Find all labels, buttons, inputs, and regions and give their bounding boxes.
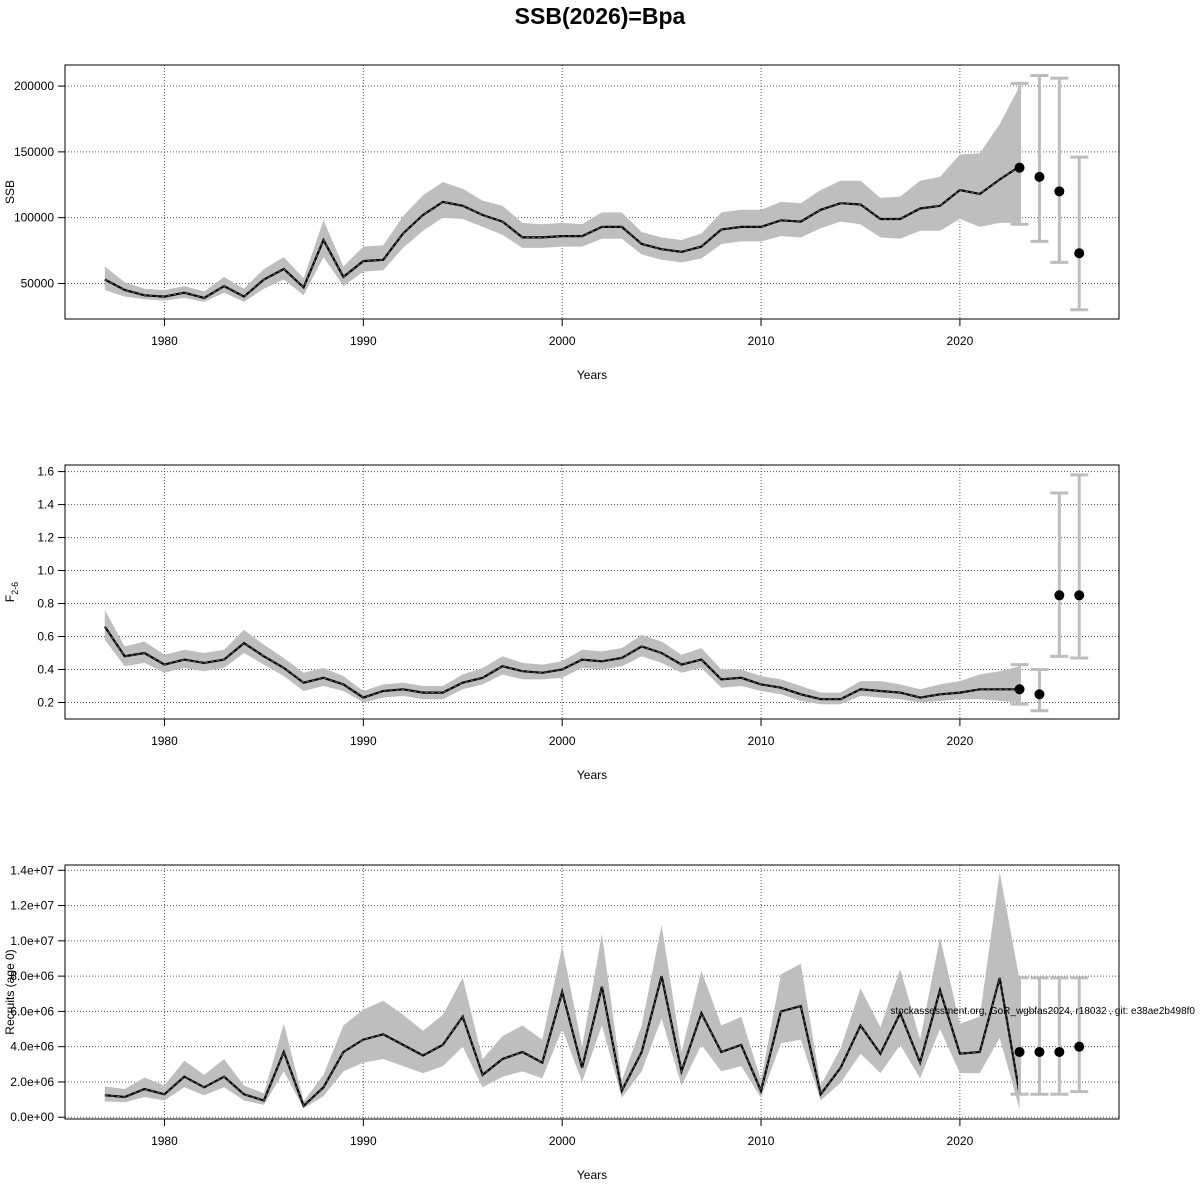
watermark: stockassessment.org, GoR_wgbfas2024, r18… — [890, 1006, 1195, 1017]
confidence-band — [104, 86, 1020, 302]
x-axis-label: Years — [577, 368, 607, 382]
x-tick-label: 2010 — [748, 734, 775, 748]
figure-title: SSB(2026)=Bpa — [515, 3, 686, 29]
y-axis-label-subscript: 2-6 — [10, 582, 20, 595]
y-axis-label: Recruits (age 0) — [3, 949, 17, 1034]
x-axis-label: Years — [577, 1168, 607, 1182]
y-tick-label: 0.0e+00 — [10, 1110, 54, 1124]
x-axis-label: Years — [577, 768, 607, 782]
y-tick-label: 0.6 — [37, 630, 54, 644]
projection-point — [1014, 684, 1025, 695]
projection-point — [1034, 171, 1045, 182]
y-tick-label: 0.8 — [37, 597, 54, 611]
projection-point — [1054, 186, 1065, 197]
y-tick-label: 4.0e+06 — [10, 1040, 54, 1054]
estimate-line-dash — [104, 626, 1020, 700]
y-tick-label: 0.2 — [37, 696, 54, 710]
projection-point — [1054, 590, 1065, 601]
y-tick-label: 1.2 — [37, 531, 54, 545]
panel-1: 1980 1990 2000 2010 2020 50000 100000 150000 200… — [3, 64, 1120, 382]
y-tick-label: 2.0e+06 — [10, 1075, 54, 1089]
projection-point — [1034, 689, 1045, 700]
y-tick-label: 150000 — [14, 145, 54, 159]
x-tick-label: 2020 — [947, 334, 974, 348]
plot-frame — [64, 64, 1120, 320]
x-tick-label: 1980 — [151, 1134, 178, 1148]
x-tick-label: 2020 — [947, 1134, 974, 1148]
x-tick-label: 2020 — [947, 734, 974, 748]
projection-point — [1054, 1046, 1065, 1057]
x-tick-label: 2000 — [549, 1134, 576, 1148]
y-tick-label: 1.2e+07 — [10, 899, 54, 913]
y-tick-label: 1.6 — [37, 465, 54, 479]
projection-point — [1074, 1041, 1085, 1052]
y-tick-label: 1.0 — [37, 564, 54, 578]
y-tick-label: 1.0e+07 — [10, 934, 54, 948]
y-tick-label: 6.0e+06 — [10, 1004, 54, 1018]
y-tick-label: 0.4 — [37, 663, 54, 677]
x-tick-label: 2010 — [748, 334, 775, 348]
x-tick-label: 1990 — [350, 734, 377, 748]
x-tick-label: 1980 — [151, 734, 178, 748]
x-tick-label: 2000 — [549, 734, 576, 748]
y-tick-label: 50000 — [21, 276, 55, 290]
y-axis-label: SSB — [3, 180, 17, 204]
x-tick-label: 1980 — [151, 334, 178, 348]
y-tick-label: 200000 — [14, 79, 54, 93]
y-tick-label: 1.4e+07 — [10, 863, 54, 877]
plot-frame — [64, 464, 1120, 720]
y-tick-label: 100000 — [14, 211, 54, 225]
estimate-line-dash — [104, 165, 1020, 299]
x-tick-label: 2010 — [748, 1134, 775, 1148]
plot-frame — [64, 864, 1120, 1120]
y-axis-label: F2-6 — [3, 582, 20, 602]
y-tick-label: 1.4 — [37, 498, 54, 512]
panel-2: 1980 1990 2000 2010 2020 0.2 0.4 0.6 0.8 1.0 1.2 1.… — [3, 464, 1120, 782]
y-tick-label: 8.0e+06 — [10, 969, 54, 983]
projection-point — [1014, 162, 1025, 173]
panels: 1980 1990 2000 2010 2020 50000 100000 150000 200… — [3, 64, 1120, 1182]
projection-point — [1014, 1046, 1025, 1057]
projection-point — [1034, 1046, 1045, 1057]
x-tick-label: 2000 — [549, 334, 576, 348]
projection-point — [1074, 248, 1085, 259]
panel-3: 1980 1990 2000 2010 2020 0.0e+00 2.0e+06 4.0e+0… — [3, 863, 1120, 1182]
estimate-line-dash — [104, 975, 1021, 1107]
x-tick-label: 1990 — [350, 1134, 377, 1148]
x-tick-label: 1990 — [350, 334, 377, 348]
projection-point — [1074, 590, 1085, 601]
